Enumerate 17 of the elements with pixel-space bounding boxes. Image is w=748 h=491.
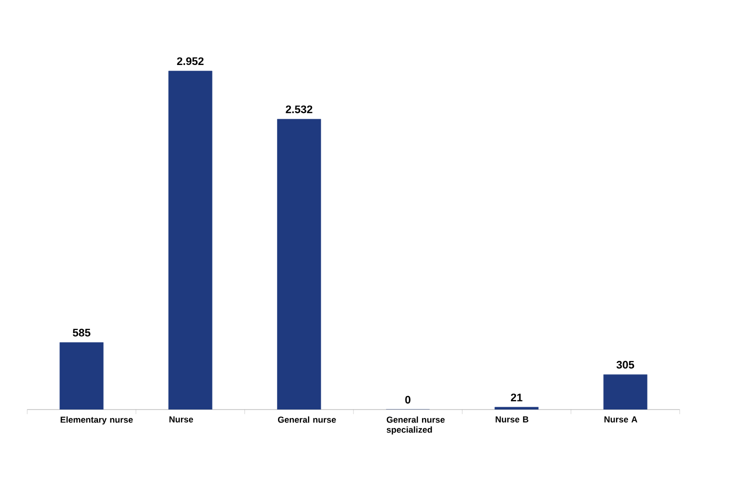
x-tick-label: General nurse specialized: [386, 416, 445, 434]
x-tick-label: Nurse B: [496, 416, 528, 422]
data-label: 2.952: [177, 57, 204, 66]
x-tick-label: Elementary nurse: [60, 416, 133, 424]
data-label: 305: [616, 360, 634, 369]
data-label: 21: [510, 394, 522, 402]
x-tick-label: Nurse A: [604, 416, 638, 422]
x-tick-label: Nurse: [169, 416, 194, 422]
data-label: 2.532: [286, 105, 312, 114]
data-label: 0: [405, 396, 410, 404]
x-tick-label: General nurse: [278, 416, 336, 423]
bar: [603, 374, 648, 410]
bar: [494, 406, 539, 410]
data-label: 585: [72, 328, 90, 337]
bar: [168, 70, 212, 410]
bar: [277, 118, 322, 410]
bar: [60, 342, 104, 410]
